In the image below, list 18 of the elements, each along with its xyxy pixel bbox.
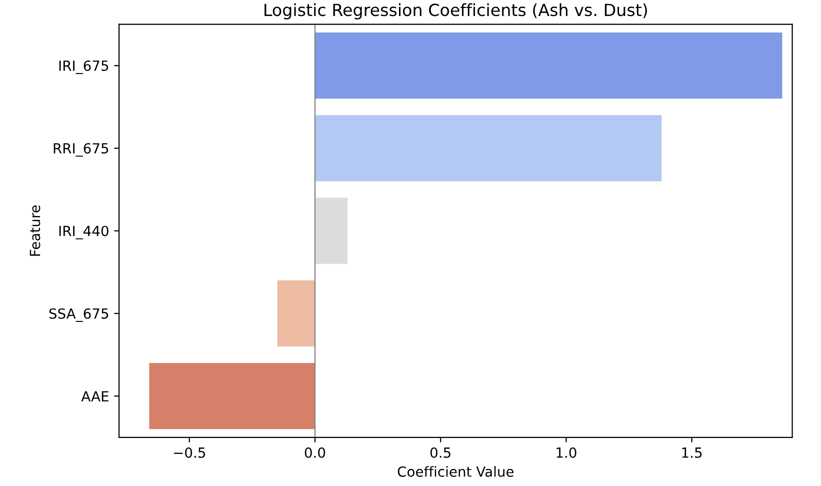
bar <box>314 198 348 264</box>
y-tick-label: AAE <box>81 391 108 402</box>
x-tick-label: 1.0 <box>556 447 576 458</box>
bar <box>314 115 662 182</box>
bar <box>277 280 315 347</box>
x-axis-title: Coefficient Value <box>398 466 514 477</box>
y-axis-title: Feature <box>30 205 40 256</box>
x-tick-label: 0.0 <box>304 447 326 458</box>
x-tick-label: 0.5 <box>430 447 450 458</box>
bar <box>149 363 315 430</box>
x-tick-label: −0.5 <box>174 447 206 458</box>
bar <box>314 32 782 99</box>
y-tick-label: IRI_440 <box>59 226 108 240</box>
y-tick-label: RRI_675 <box>54 143 108 157</box>
x-tick-label: 1.5 <box>682 448 702 458</box>
y-tick-label: SSA_675 <box>49 308 108 322</box>
y-tick-label: IRI_675 <box>59 60 108 74</box>
chart-title: Logistic Regression Coefficients (Ash vs. Dust) <box>264 3 647 20</box>
